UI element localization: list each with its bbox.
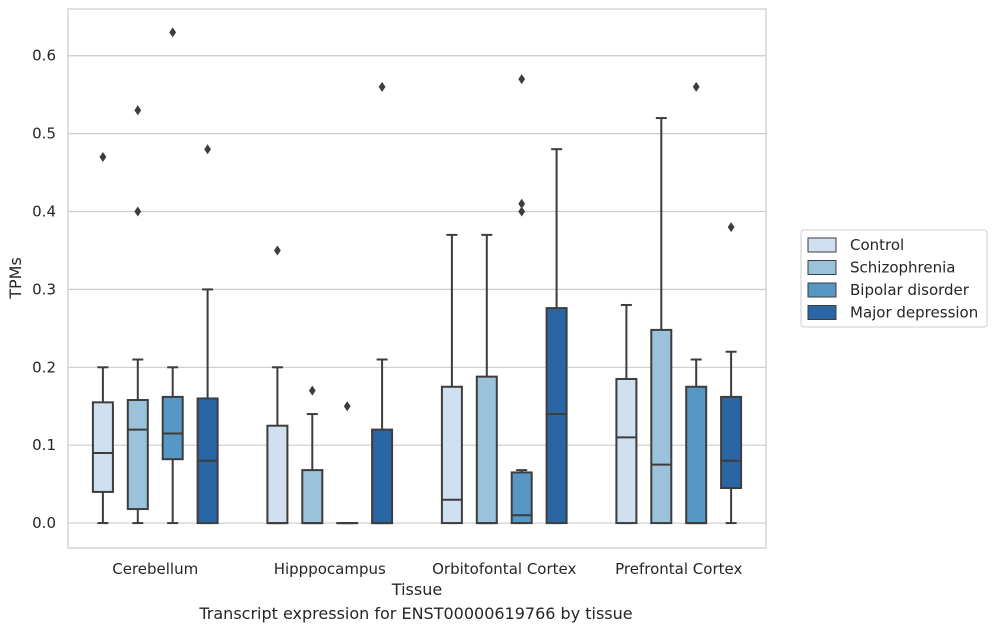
box-bipolar-disorder bbox=[161, 27, 184, 525]
box-body bbox=[475, 375, 498, 525]
outlier-point bbox=[274, 245, 281, 256]
y-tick-label: 0.1 bbox=[32, 436, 56, 454]
outlier-point bbox=[378, 81, 386, 92]
box-body bbox=[91, 401, 114, 493]
box-bipolar-disorder bbox=[685, 81, 708, 525]
box-body bbox=[685, 385, 708, 525]
legend-label: Control bbox=[850, 236, 904, 254]
box-control bbox=[615, 303, 638, 525]
outlier-point bbox=[99, 151, 107, 162]
outlier-point bbox=[343, 401, 351, 412]
legend-swatch bbox=[807, 282, 837, 298]
box-body bbox=[301, 469, 324, 525]
legend-label: Major depression bbox=[850, 304, 978, 322]
gridlines bbox=[68, 55, 766, 524]
y-tick-label: 0.6 bbox=[32, 47, 56, 65]
box-major-depression bbox=[720, 222, 743, 525]
legend-label: Bipolar disorder bbox=[850, 281, 970, 299]
box-body bbox=[545, 307, 568, 525]
box-major-depression bbox=[371, 81, 394, 525]
x-tick-label: Orbitofontal Cortex bbox=[432, 560, 576, 578]
box-bipolar-disorder bbox=[336, 401, 359, 525]
legend-frame bbox=[800, 229, 988, 328]
x-tick-label: Prefrontal Cortex bbox=[615, 560, 742, 578]
box-body bbox=[371, 428, 394, 525]
box-body bbox=[440, 385, 463, 525]
box-body bbox=[126, 399, 149, 511]
plot-frame bbox=[67, 8, 767, 549]
box-bipolar-disorder bbox=[510, 74, 533, 525]
outlier-point bbox=[204, 144, 211, 155]
box-control bbox=[91, 151, 114, 525]
box-major-depression bbox=[196, 144, 219, 525]
box-schizophrenia bbox=[475, 233, 498, 525]
outlier-point bbox=[169, 27, 177, 38]
outlier-point bbox=[308, 385, 316, 396]
legend-items: Control Schizophrenia Bipolar disorder Majo… bbox=[807, 236, 978, 322]
boxes bbox=[91, 27, 743, 525]
x-tick-label: Cerebellum bbox=[112, 560, 198, 578]
box-schizophrenia bbox=[126, 105, 149, 525]
box-major-depression bbox=[545, 148, 568, 525]
outlier-point bbox=[134, 105, 142, 116]
outlier-point bbox=[134, 206, 142, 217]
x-axis-label: Tissue bbox=[391, 580, 442, 599]
box-body bbox=[615, 377, 638, 525]
outlier-point bbox=[518, 206, 526, 217]
outlier-point bbox=[727, 222, 735, 233]
box-body bbox=[266, 424, 289, 525]
x-tick-label: Hipppocampus bbox=[274, 560, 386, 578]
legend-swatch bbox=[807, 237, 837, 253]
box-body bbox=[650, 328, 673, 525]
outlier-point bbox=[518, 198, 526, 209]
box-body bbox=[510, 471, 533, 525]
legend-swatch bbox=[807, 305, 837, 320]
box-body bbox=[161, 395, 184, 461]
y-tick-label: 0.4 bbox=[32, 203, 56, 221]
outlier-point bbox=[518, 74, 526, 85]
x-axis-ticks: Cerebellum Hipppocampus Orbitofontal Corte… bbox=[112, 560, 742, 578]
box-schizophrenia bbox=[301, 385, 324, 525]
outlier-point bbox=[692, 81, 700, 92]
box-plot-chart: 0.0 0.1 0.2 0.3 0.4 0.5 0.6 Cerebellum Hipppoca… bbox=[6, 8, 988, 599]
legend: Control Schizophrenia Bipolar disorder Majo… bbox=[800, 229, 988, 328]
chart-caption: Transcript expression for ENST0000061976… bbox=[199, 604, 633, 623]
y-tick-label: 0.2 bbox=[32, 358, 56, 376]
box-control bbox=[266, 245, 289, 525]
y-tick-label: 0.0 bbox=[32, 514, 56, 532]
legend-swatch bbox=[807, 260, 837, 275]
box-control bbox=[440, 233, 463, 525]
y-axis-ticks: 0.0 0.1 0.2 0.3 0.4 0.5 0.6 bbox=[32, 47, 56, 532]
y-tick-label: 0.5 bbox=[32, 125, 56, 143]
y-tick-label: 0.3 bbox=[32, 280, 56, 298]
legend-label: Schizophrenia bbox=[850, 259, 955, 277]
box-body bbox=[720, 395, 743, 490]
box-schizophrenia bbox=[650, 117, 673, 525]
y-axis-label: TPMs bbox=[6, 257, 25, 300]
